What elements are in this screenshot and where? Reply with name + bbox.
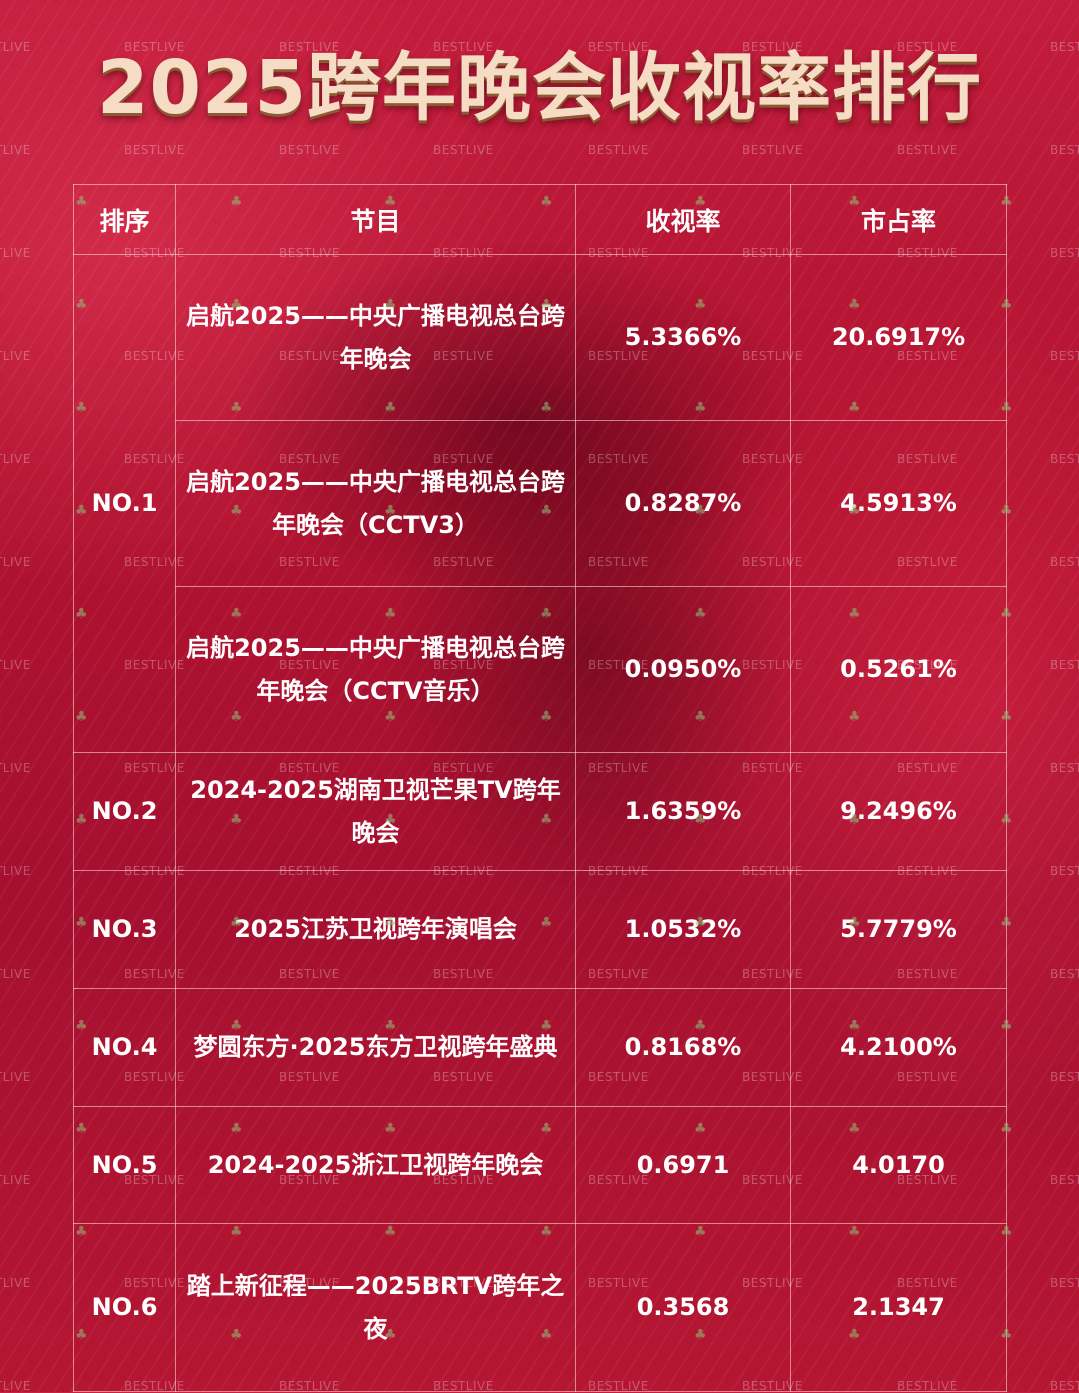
- page-title: 2025跨年晚会收视率排行: [97, 45, 982, 131]
- share-cell: 0.5261%: [790, 586, 1007, 753]
- watermark-text: BESTLIVE: [0, 349, 31, 363]
- watermark-text: BESTLIVE: [1050, 967, 1079, 981]
- watermark-text: BESTLIVE: [0, 143, 31, 157]
- program-cell: 启航2025——中央广播电视总台跨年晚会: [175, 254, 576, 421]
- watermark-text: BESTLIVE: [742, 143, 803, 157]
- watermark-text: BESTLIVE: [279, 143, 340, 157]
- watermark-text: BESTLIVE: [0, 452, 31, 466]
- table-row: 启航2025——中央广播电视总台跨年晚会（CCTV音乐） 0.0950% 0.5…: [74, 586, 1007, 753]
- watermark-text: BESTLIVE: [1050, 452, 1079, 466]
- watermark-text: BESTLIVE: [1050, 1276, 1079, 1290]
- share-cell: 4.0170: [790, 1106, 1007, 1224]
- table-row: NO.4 梦圆东方·2025东方卫视跨年盛典 0.8168% 4.2100%: [73, 988, 1007, 1107]
- rating-cell: 0.0950%: [575, 586, 791, 753]
- table-row: NO.6 踏上新征程——2025BRTV跨年之夜 0.3568 2.1347: [73, 1223, 1007, 1392]
- program-cell: 2024-2025浙江卫视跨年晚会: [175, 1106, 576, 1224]
- table-row: NO.3 2025江苏卫视跨年演唱会 1.0532% 5.7779%: [73, 870, 1007, 989]
- program-cell: 2025江苏卫视跨年演唱会: [175, 870, 576, 989]
- watermark-text: BESTLIVE: [588, 143, 649, 157]
- rating-cell: 0.3568: [575, 1223, 791, 1392]
- watermark-text: BESTLIVE: [1050, 143, 1079, 157]
- watermark-text: BESTLIVE: [0, 555, 31, 569]
- watermark-text: BESTLIVE: [1050, 864, 1079, 878]
- watermark-text: BESTLIVE: [0, 1173, 31, 1187]
- share-cell: 4.2100%: [790, 988, 1007, 1107]
- watermark-text: BESTLIVE: [0, 761, 31, 775]
- program-cell: 2024-2025湖南卫视芒果TV跨年晚会: [175, 752, 576, 871]
- rank-cell: NO.6: [73, 1223, 176, 1392]
- program-cell: 启航2025——中央广播电视总台跨年晚会（CCTV3）: [175, 420, 576, 587]
- rating-cell: 0.8168%: [575, 988, 791, 1107]
- watermark-text: BESTLIVE: [0, 246, 31, 260]
- watermark-text: BESTLIVE: [1050, 246, 1079, 260]
- watermark-text: BESTLIVE: [0, 967, 31, 981]
- rating-cell: 0.8287%: [575, 420, 791, 587]
- ratings-table: 排序 节目 收视率 市占率 NO.1 启航2025——中央广播电视总台跨年晚会 …: [73, 184, 1007, 1392]
- table-header-row: 排序 节目 收视率 市占率: [73, 184, 1007, 255]
- rank-cell: NO.1: [73, 254, 176, 753]
- share-cell: 9.2496%: [790, 752, 1007, 871]
- rank-cell: NO.3: [73, 870, 176, 989]
- watermark-text: BESTLIVE: [0, 658, 31, 672]
- header-rank: 排序: [73, 184, 176, 255]
- share-cell: 4.5913%: [790, 420, 1007, 587]
- header-rating: 收视率: [575, 184, 791, 255]
- rating-cell: 1.6359%: [575, 752, 791, 871]
- share-cell: 5.7779%: [790, 870, 1007, 989]
- watermark-text: BESTLIVE: [1050, 761, 1079, 775]
- watermark-text: BESTLIVE: [433, 143, 494, 157]
- table-row: NO.2 2024-2025湖南卫视芒果TV跨年晚会 1.6359% 9.249…: [73, 752, 1007, 871]
- watermark-text: BESTLIVE: [1050, 555, 1079, 569]
- share-cell: 20.6917%: [790, 254, 1007, 421]
- share-cell: 2.1347: [790, 1223, 1007, 1392]
- watermark-text: BESTLIVE: [1050, 1173, 1079, 1187]
- watermark-text: BESTLIVE: [897, 143, 958, 157]
- rating-cell: 1.0532%: [575, 870, 791, 989]
- watermark-text: BESTLIVE: [0, 1070, 31, 1084]
- watermark-text: BESTLIVE: [0, 1379, 31, 1393]
- rank-cell: NO.4: [73, 988, 176, 1107]
- watermark-text: BESTLIVE: [0, 1276, 31, 1290]
- program-cell: 启航2025——中央广播电视总台跨年晚会（CCTV音乐）: [175, 586, 576, 753]
- program-cell: 梦圆东方·2025东方卫视跨年盛典: [175, 988, 576, 1107]
- table-row: NO.1 启航2025——中央广播电视总台跨年晚会 5.3366% 20.691…: [73, 254, 1007, 753]
- rank-cell: NO.2: [73, 752, 176, 871]
- rank-cell: NO.5: [73, 1106, 176, 1224]
- rating-cell: 0.6971: [575, 1106, 791, 1224]
- watermark-text: BESTLIVE: [1050, 1070, 1079, 1084]
- watermark-text: BESTLIVE: [1050, 349, 1079, 363]
- watermark-text: BESTLIVE: [1050, 1379, 1079, 1393]
- watermark-text: BESTLIVE: [124, 143, 185, 157]
- watermark-text: BESTLIVE: [0, 864, 31, 878]
- watermark-text: BESTLIVE: [1050, 658, 1079, 672]
- header-program: 节目: [175, 184, 576, 255]
- program-cell: 踏上新征程——2025BRTV跨年之夜: [175, 1223, 576, 1392]
- rating-cell: 5.3366%: [575, 254, 791, 421]
- table-row: NO.5 2024-2025浙江卫视跨年晚会 0.6971 4.0170: [73, 1106, 1007, 1224]
- header-share: 市占率: [790, 184, 1007, 255]
- table-row: 启航2025——中央广播电视总台跨年晚会（CCTV3） 0.8287% 4.59…: [74, 420, 1007, 587]
